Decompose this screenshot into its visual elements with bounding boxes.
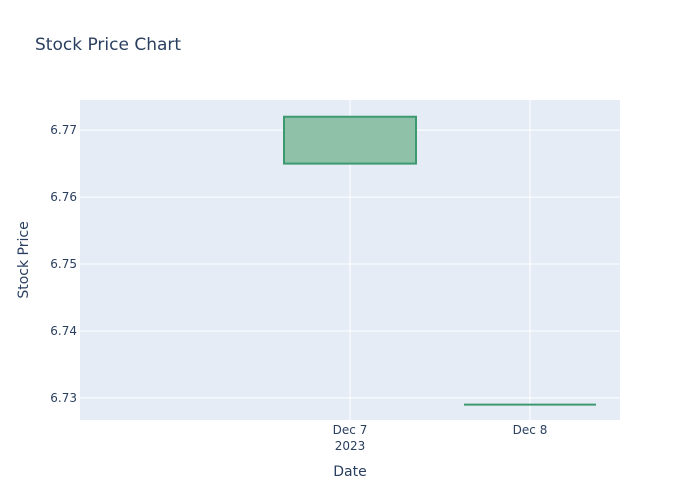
y-tick-label: 6.74 [50, 324, 77, 338]
x-tick-label: Dec 8 [513, 423, 548, 437]
candle-increasing [283, 115, 417, 165]
y-tick-label: 6.73 [50, 391, 77, 405]
candles-layer [283, 115, 596, 406]
y-tick-label: 6.77 [50, 123, 77, 137]
chart-title: Stock Price Chart [35, 35, 181, 55]
y-axis-title: Stock Price [16, 221, 32, 298]
x-tick-sublabel: 2023 [335, 439, 366, 453]
y-tick-label: 6.75 [50, 257, 77, 271]
x-tick-label: Dec 7 [333, 423, 368, 437]
tick-labels: 6.73 6.74 6.75 6.76 6.77 Dec 7 2023 Dec 8 [50, 123, 547, 453]
y-tick-label: 6.76 [50, 190, 77, 204]
candle-body [283, 115, 417, 165]
x-axis-title: Date [333, 464, 366, 480]
